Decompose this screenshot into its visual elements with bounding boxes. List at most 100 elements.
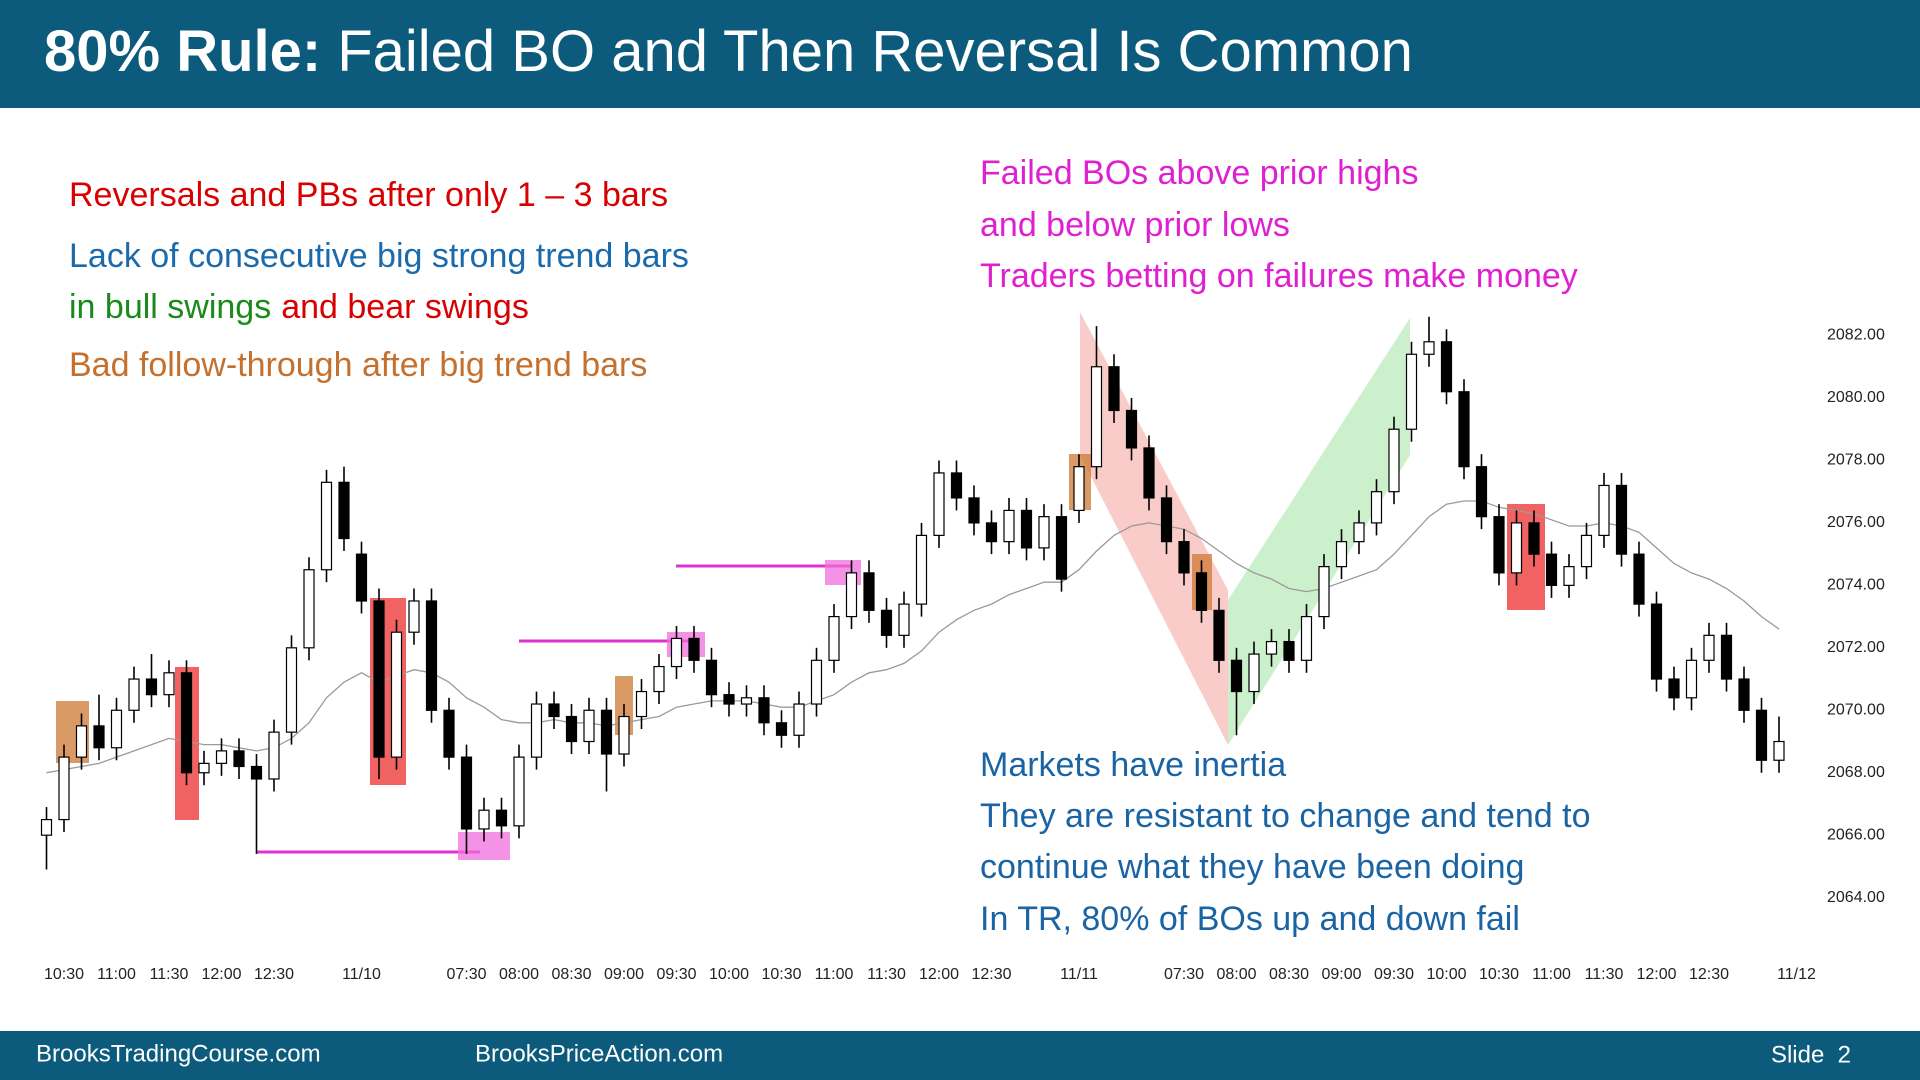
candle-body: [915, 534, 928, 605]
candle-body: [845, 572, 858, 618]
candle-body: [1440, 341, 1453, 393]
candle-body: [478, 809, 490, 830]
candle-body: [303, 569, 315, 649]
x-tick-label: 11:30: [1585, 966, 1624, 983]
candle-body: [1335, 541, 1348, 568]
candle-body: [1178, 541, 1190, 574]
candle-body: [1143, 447, 1155, 499]
x-tick-label: 11:00: [815, 966, 854, 983]
candle-body: [1510, 522, 1523, 574]
candle-body: [1055, 516, 1068, 580]
y-tick-label: 2076.00: [1827, 514, 1885, 531]
candle-body: [128, 678, 140, 711]
x-tick-label: 10:30: [761, 966, 801, 983]
note-text: In TR, 80% of BOs up and down fail: [980, 900, 1520, 938]
x-tick-label: 12:30: [254, 966, 294, 983]
y-tick-label: 2074.00: [1827, 577, 1885, 594]
candle-body: [58, 756, 70, 821]
note-text: continue what they have been doing: [980, 848, 1524, 886]
x-tick-label: 11/10: [342, 966, 381, 983]
candle-body: [1755, 709, 1768, 761]
candle-body: [1318, 566, 1330, 618]
y-tick-label: 2066.00: [1827, 826, 1885, 843]
candle-body: [1633, 553, 1645, 605]
y-tick-label: 2068.00: [1827, 764, 1885, 781]
note-text: Failed BOs above prior highs: [980, 154, 1418, 192]
candle-body: [548, 703, 560, 718]
candle-body: [775, 722, 788, 736]
x-tick-label: 11/12: [1777, 966, 1816, 983]
candle-body: [408, 600, 420, 633]
candle-body: [1090, 366, 1103, 468]
x-tick-label: 11:30: [867, 966, 906, 983]
note-text: Bad follow-through after big trend bars: [69, 346, 647, 384]
candle-body: [740, 697, 753, 705]
candle-body: [1300, 615, 1313, 661]
x-tick-label: 09:30: [656, 966, 696, 983]
slide-title: 80% Rule: Failed BO and Then Reversal Is …: [44, 19, 1413, 84]
candle-body: [758, 697, 770, 724]
candle-body: [618, 715, 630, 755]
candle-body: [1248, 653, 1260, 693]
x-tick-label: 12:30: [971, 966, 1011, 983]
candle-body: [145, 678, 158, 696]
candle-body: [1563, 566, 1575, 586]
candle-body: [355, 553, 368, 602]
candle-body: [1650, 603, 1663, 680]
footer-bar: [0, 1031, 1920, 1080]
candle-body: [653, 665, 665, 693]
candle-body: [373, 600, 385, 758]
candle-body: [1598, 484, 1610, 536]
candle-body: [863, 572, 875, 611]
candle-body: [705, 659, 718, 696]
candle-body: [933, 472, 945, 536]
candle-body: [40, 818, 53, 836]
header-bar: [0, 0, 1920, 108]
candle-body: [1668, 678, 1680, 699]
candle-body: [810, 659, 823, 705]
candle-body: [268, 731, 280, 780]
candle-body: [1283, 640, 1295, 661]
x-tick-label: 09:00: [604, 966, 644, 983]
note-line: in bull swings and bear swings: [69, 288, 529, 326]
x-tick-label: 12:00: [1636, 966, 1676, 983]
title-text: Failed BO and Then Reversal Is Common: [337, 19, 1413, 84]
bull-channel: [1228, 318, 1410, 745]
candle-body: [320, 481, 333, 571]
x-tick-label: 08:00: [1216, 966, 1256, 983]
candle-body: [198, 762, 210, 774]
x-tick-label: 08:30: [551, 966, 591, 983]
candle-body: [1528, 522, 1540, 555]
candle-body: [565, 715, 578, 743]
candle-body: [180, 672, 193, 774]
candle-body: [110, 709, 123, 749]
note-text: in bull swings: [69, 288, 271, 326]
note-text: Traders betting on failures make money: [980, 257, 1578, 295]
candle-body: [1458, 391, 1470, 468]
x-tick-label: 11:00: [1532, 966, 1571, 983]
candle-body: [285, 647, 298, 733]
note-text: They are resistant to change and tend to: [980, 797, 1591, 835]
candle-body: [1073, 466, 1085, 512]
candle-body: [390, 631, 403, 758]
x-tick-label: 09:00: [1321, 966, 1361, 983]
candle-body: [93, 725, 105, 749]
y-tick-label: 2072.00: [1827, 639, 1885, 656]
footer-text: BrooksTradingCourse.com: [36, 1040, 321, 1067]
title-label: 80% Rule:: [44, 19, 321, 84]
x-tick-label: 10:00: [1426, 966, 1466, 983]
candle-body: [1370, 491, 1383, 524]
x-tick-label: 08:00: [499, 966, 539, 983]
candle-body: [793, 703, 805, 736]
candle-body: [880, 609, 893, 636]
candle-body: [1493, 516, 1505, 574]
candle-body: [583, 709, 595, 743]
candle-body: [828, 615, 840, 661]
candle-body: [215, 750, 228, 764]
candle-body: [898, 603, 910, 636]
candle-body: [513, 756, 525, 827]
note-text: Reversals and PBs after only 1 – 3 bars: [69, 176, 668, 214]
candle-body: [1545, 553, 1558, 586]
candlestick-chart: 2064.00 2066.00 2068.00 2070.00 2072.00 2074.…: [40, 316, 1885, 983]
